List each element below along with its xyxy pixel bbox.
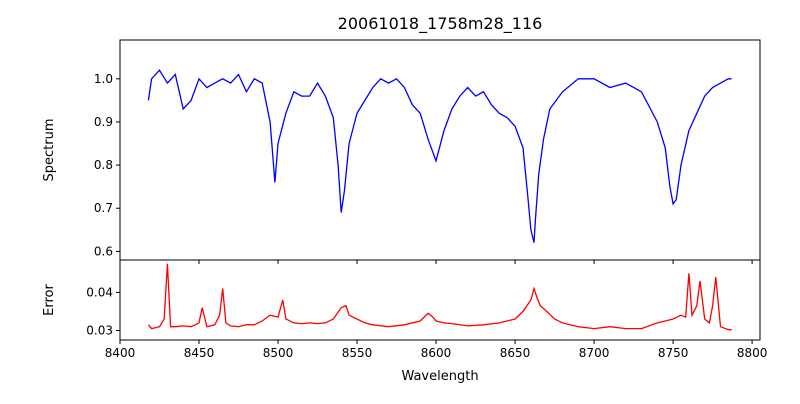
chart-title: 20061018_1758m28_116 [337,14,543,33]
spectrum-y-tick-label: 0.7 [94,201,113,215]
spectrum-y-axis: 0.6 0.7 0.8 0.9 1.0 [94,72,120,258]
error-y-axis-label: Error [42,284,57,316]
error-y-tick-label: 0.03 [86,323,113,337]
spectrum-y-tick-label: 0.6 [94,244,113,258]
error-y-axis: 0.03 0.04 [86,285,120,337]
spectrum-y-tick-label: 0.8 [94,158,113,172]
x-tick-label: 8550 [342,346,373,360]
spectrum-y-tick-label: 1.0 [94,72,113,86]
x-tick-label: 8600 [421,346,452,360]
x-axis-label: Wavelength [401,369,478,384]
spectrum-y-axis-label: Spectrum [42,119,57,182]
x-tick-label: 8450 [184,346,215,360]
spectrum-series-line [147,69,732,243]
x-tick-label: 8750 [658,346,689,360]
x-tick-label: 8400 [105,346,136,360]
error-y-tick-label: 0.04 [86,285,113,299]
x-tick-label: 8650 [500,346,531,360]
spectrum-panel-frame [119,39,761,261]
x-tick-label: 8800 [737,346,768,360]
x-tick-label: 8700 [579,346,610,360]
error-panel-frame [119,259,761,341]
x-tick-label: 8500 [263,346,294,360]
error-series-line [147,263,732,331]
spectrum-y-tick-label: 0.9 [94,115,113,129]
x-axis: 8400 8450 8500 8550 8600 8650 8700 8750 8800 [105,260,768,360]
